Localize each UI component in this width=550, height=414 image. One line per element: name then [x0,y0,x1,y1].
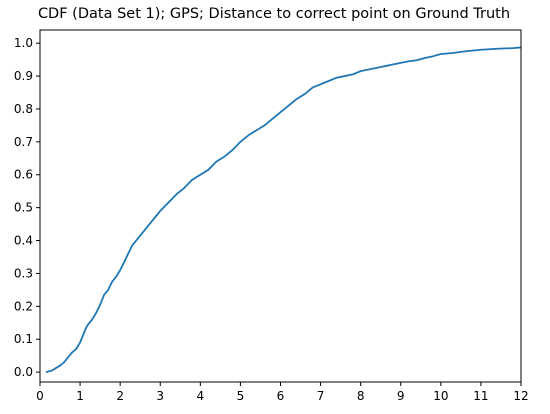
x-tick-label: 4 [197,389,205,403]
plot-area [45,46,522,373]
chart-title: CDF (Data Set 1); GPS; Distance to corre… [38,6,510,22]
y-tick-label: 0.7 [14,135,33,149]
y-tick-label: 0.2 [14,299,33,313]
axes-frame [39,29,522,383]
x-tick-label: 0 [36,389,44,403]
x-tick-label: 5 [237,389,245,403]
y-tick-label: 0.9 [14,69,33,83]
x-tick-label: 12 [513,389,528,403]
x-tick-label: 8 [357,389,365,403]
y-tick-label: 0.1 [14,332,33,346]
y-tick-label: 0.3 [14,266,33,280]
x-tick-label: 11 [473,389,488,403]
x-tick-label: 6 [277,389,285,403]
x-tick-label: 9 [397,389,405,403]
x-tick-label: 10 [433,389,448,403]
x-tick-label: 2 [116,389,124,403]
series-line-1 [45,46,522,373]
y-tick-label: 0.8 [14,102,33,116]
y-tick-label: 0.0 [14,365,33,379]
x-tick-label: 7 [317,389,325,403]
y-tick-label: 0.4 [14,234,33,248]
y-tick-label: 1.0 [14,36,33,50]
x-tick-label: 3 [156,389,164,403]
x-tick-label: 1 [76,389,84,403]
y-tick-label: 0.6 [14,168,33,182]
y-tick-label: 0.5 [14,201,33,215]
axes: 0 1 2 3 4 5 6 7 8 9 10 11 120.00.10.20.30.40.50.60.7… [14,29,529,403]
